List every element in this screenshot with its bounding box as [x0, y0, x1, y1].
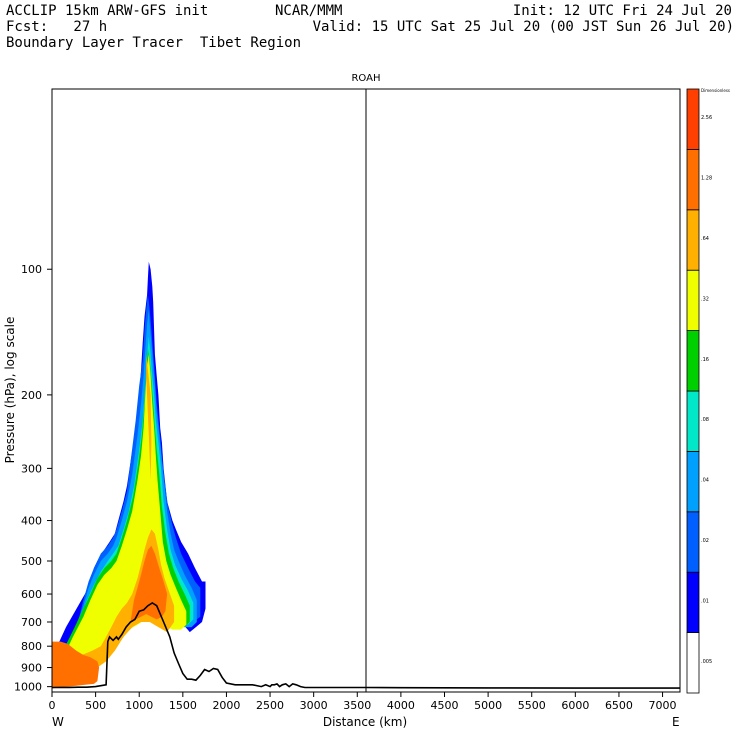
y-axis: 100 200 300 400 500 600 700 800 900 1000: [14, 263, 52, 694]
colorbar-label-5: .16: [701, 357, 709, 363]
x-tick-label-7000: 7000: [649, 699, 677, 712]
header-model: ACCLIP 15km ARW-GFS init: [6, 3, 209, 19]
colorbar-label-2: .02: [701, 538, 709, 544]
x-tick-label-6500: 6500: [605, 699, 633, 712]
east-label: E: [672, 715, 680, 729]
x-tick-label-1000: 1000: [125, 699, 153, 712]
colorbar: .005 .01 .02 .04 .08 .16 .32 .64 1.28 2.56 Dimensi…: [686, 88, 730, 694]
tracer-contour-7: [146, 354, 152, 481]
x-tick-label-0: 0: [49, 699, 56, 712]
colorbar-label-8: 1.28: [701, 176, 712, 182]
x-tick-label-4500: 4500: [431, 699, 459, 712]
colorbar-unit-label: Dimensionless: [701, 88, 730, 93]
y-tick-label-300: 300: [21, 462, 42, 475]
colorbar-swatch-7: [686, 209, 700, 271]
y-axis-label: Pressure (hPa), log scale: [3, 317, 17, 464]
y-tick-label-900: 900: [21, 662, 42, 675]
terrain-layer: [51, 601, 680, 689]
chart-title: ROAH: [351, 73, 380, 84]
tracer-fill-layer: [52, 261, 206, 689]
terrain-line: [51, 601, 680, 689]
colorbar-swatch-5: [686, 330, 700, 392]
header-valid: Valid: 15 UTC Sat 25 Jul 20 (00 JST Sun …: [312, 19, 734, 35]
header-org: NCAR/MMM: [275, 3, 343, 19]
x-axis-label: Distance (km): [323, 715, 407, 729]
y-tick-label-500: 500: [21, 555, 42, 568]
x-tick-label-3000: 3000: [300, 699, 328, 712]
colorbar-label-7: .64: [701, 236, 709, 242]
colorbar-label-3: .04: [701, 478, 709, 484]
x-tick-label-2000: 2000: [212, 699, 240, 712]
tracer-contour-8: [52, 641, 100, 689]
x-tick-label-5000: 5000: [474, 699, 502, 712]
x-axis: 0 500 1000 1500 2000 2500 3000 3500 4000 4500 5000…: [49, 692, 677, 712]
header-title: Boundary Layer Tracer Tibet Region: [6, 35, 302, 51]
y-tick-label-400: 400: [21, 515, 42, 528]
y-tick-label-1000: 1000: [14, 681, 42, 694]
west-label: W: [52, 715, 64, 729]
colorbar-label-1: .01: [701, 598, 709, 604]
x-tick-label-500: 500: [85, 699, 106, 712]
colorbar-swatch-6: [686, 269, 700, 332]
colorbar-swatch-9: [686, 88, 700, 150]
tracer-contour-9: [130, 545, 168, 622]
colorbar-swatch-2: [686, 511, 700, 573]
y-tick-label-100: 100: [21, 263, 42, 276]
colorbar-swatch-3: [686, 450, 700, 513]
colorbar-swatch-8: [686, 148, 700, 211]
header-init: Init: 12 UTC Fri 24 Jul 20: [512, 3, 732, 19]
x-tick-label-4000: 4000: [387, 699, 415, 712]
plot-frame: [51, 88, 681, 693]
x-tick-label-1500: 1500: [169, 699, 197, 712]
colorbar-swatch-4: [686, 390, 700, 452]
y-tick-label-600: 600: [21, 588, 42, 601]
colorbar-label-4: .08: [701, 417, 709, 423]
colorbar-label-6: .32: [701, 296, 709, 302]
colorbar-label-0: .005: [701, 659, 712, 665]
x-tick-label-3500: 3500: [343, 699, 371, 712]
x-tick-label-2500: 2500: [256, 699, 284, 712]
y-tick-label-700: 700: [21, 616, 42, 629]
x-tick-label-5500: 5500: [518, 699, 546, 712]
x-tick-label-6000: 6000: [561, 699, 589, 712]
colorbar-swatch-0: [686, 632, 700, 694]
colorbar-label-9: 2.56: [701, 115, 712, 121]
y-tick-label-800: 800: [21, 640, 42, 653]
y-tick-label-200: 200: [21, 389, 42, 402]
colorbar-swatch-1: [686, 571, 700, 634]
header-fcst: Fcst: 27 h: [6, 19, 108, 35]
